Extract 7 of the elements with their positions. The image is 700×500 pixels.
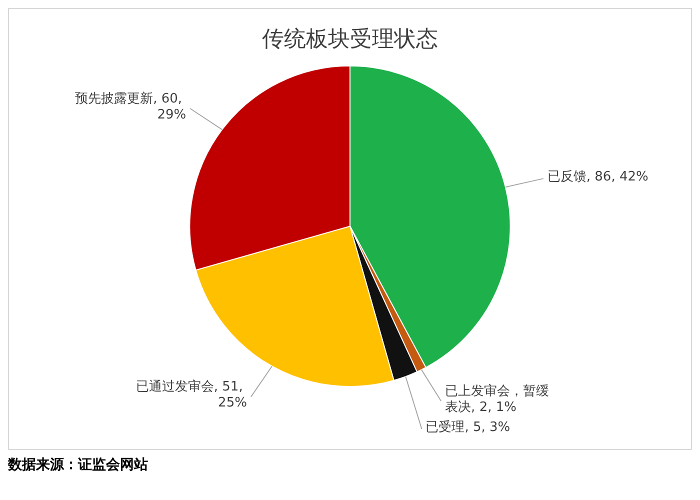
slice-label: 已反馈, 86, 42% [547, 169, 648, 184]
slice-label: 已受理, 5, 3% [426, 420, 510, 435]
slice-label: 已上发审会，暂缓表决, 2, 1% [445, 382, 550, 415]
source-note: 数据来源：证监会网站 [8, 456, 149, 474]
chart-title: 传统板块受理状态 [262, 26, 438, 52]
slice-label: 预先披露更新, 60, 29% [75, 91, 186, 122]
slice-label: 已通过发审会, 51, 25% [136, 378, 247, 411]
